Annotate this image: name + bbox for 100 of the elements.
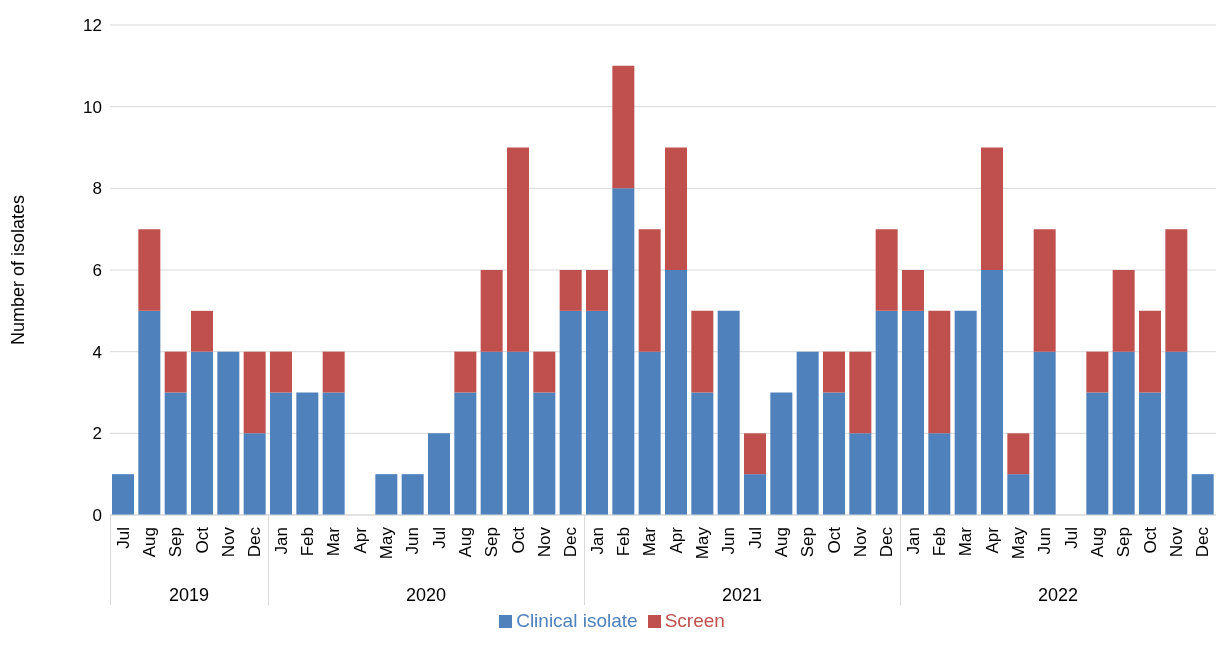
text: 2022 bbox=[1036, 585, 1079, 606]
bar bbox=[770, 392, 793, 515]
bar bbox=[454, 351, 477, 393]
bar bbox=[138, 310, 161, 515]
text: 2021 bbox=[720, 585, 763, 606]
x-tick-label: Dec bbox=[1193, 526, 1213, 558]
bar bbox=[270, 392, 292, 515]
x-tick-label: Jul bbox=[429, 527, 449, 549]
x-tick-label: Dec bbox=[877, 526, 897, 558]
bar bbox=[1139, 310, 1161, 393]
bar bbox=[375, 474, 398, 515]
x-tick-label: Sep bbox=[1114, 527, 1134, 558]
x-tick-label: Mar bbox=[324, 526, 344, 557]
bar bbox=[270, 351, 292, 393]
x-tick-label: Jul bbox=[745, 527, 765, 549]
bar bbox=[480, 270, 503, 352]
x-tick-label: Nov bbox=[851, 526, 870, 558]
x-tick-label: Mar bbox=[956, 526, 976, 557]
bar bbox=[1007, 474, 1030, 515]
x-tick-label: Nov bbox=[535, 526, 554, 558]
bar bbox=[1191, 474, 1214, 515]
x-tick-label: Jul bbox=[113, 527, 133, 549]
bar bbox=[691, 392, 714, 515]
bar bbox=[1007, 433, 1030, 475]
bar bbox=[191, 351, 213, 515]
bar bbox=[981, 147, 1003, 270]
y-tick-label: 4 bbox=[92, 342, 102, 362]
text: 2020 bbox=[404, 585, 447, 606]
x-tick-label: Oct bbox=[1140, 526, 1160, 554]
bar bbox=[665, 270, 687, 515]
x-tick-label: Jan bbox=[271, 527, 291, 555]
bar bbox=[638, 351, 661, 515]
x-tick-label: Jun bbox=[719, 527, 739, 555]
bar bbox=[928, 433, 951, 515]
x-tick-label: Aug bbox=[456, 527, 475, 558]
bar bbox=[1086, 351, 1109, 393]
bar bbox=[428, 433, 450, 515]
x-tick-label: May bbox=[693, 526, 712, 560]
bar bbox=[717, 310, 740, 515]
x-tick-label: Feb bbox=[298, 527, 317, 557]
x-tick-label: Sep bbox=[482, 527, 502, 558]
bar bbox=[1112, 351, 1135, 515]
x-tick-label: Oct bbox=[824, 526, 844, 554]
bar bbox=[164, 351, 187, 393]
bar bbox=[796, 351, 819, 515]
bar bbox=[243, 433, 266, 515]
bar bbox=[823, 351, 845, 393]
bar bbox=[691, 310, 714, 393]
bar bbox=[665, 147, 687, 270]
bar bbox=[586, 310, 608, 515]
x-tick-label: Oct bbox=[192, 526, 212, 554]
y-tick-label: 2 bbox=[92, 424, 102, 444]
bar bbox=[1033, 229, 1056, 352]
bar bbox=[138, 229, 161, 311]
bar bbox=[1086, 392, 1109, 515]
x-tick-label: Jun bbox=[403, 527, 423, 555]
bar bbox=[296, 392, 319, 515]
bar bbox=[191, 310, 213, 352]
x-tick-label: Apr bbox=[350, 526, 370, 554]
y-tick-label: 12 bbox=[83, 16, 102, 36]
x-tick-label: Aug bbox=[140, 527, 159, 558]
x-tick-label: Nov bbox=[219, 526, 238, 558]
bar bbox=[612, 65, 635, 189]
bar bbox=[1165, 351, 1188, 515]
bar bbox=[454, 392, 477, 515]
bar bbox=[981, 270, 1003, 515]
x-tick-label: Apr bbox=[666, 526, 686, 554]
bar bbox=[586, 270, 608, 311]
x-tick-label: Sep bbox=[798, 527, 818, 558]
x-tick-label: Jun bbox=[1035, 527, 1055, 555]
x-tick-label: Sep bbox=[166, 527, 186, 558]
y-axis-title: Number of isolates bbox=[8, 194, 29, 346]
x-tick-label: Feb bbox=[930, 527, 949, 557]
x-tick-label: Oct bbox=[508, 526, 528, 554]
bar bbox=[507, 351, 529, 515]
bar bbox=[928, 310, 951, 434]
bar bbox=[954, 310, 977, 515]
x-tick-label: Dec bbox=[561, 526, 581, 558]
bar bbox=[507, 147, 529, 352]
x-tick-label: Feb bbox=[614, 527, 633, 557]
bar bbox=[243, 351, 266, 434]
x-tick-label: Mar bbox=[640, 526, 660, 557]
bar bbox=[1112, 270, 1135, 352]
bar bbox=[638, 229, 661, 352]
bar bbox=[823, 392, 845, 515]
bar bbox=[1139, 392, 1161, 515]
x-tick-label: Nov bbox=[1167, 526, 1186, 558]
bar bbox=[480, 351, 503, 515]
x-tick-label: Apr bbox=[982, 526, 1002, 554]
bar bbox=[1165, 229, 1188, 352]
bar bbox=[612, 188, 635, 515]
x-tick-label: Jan bbox=[587, 527, 607, 555]
legend-label: Clinical isolate bbox=[516, 610, 638, 631]
x-tick-label: Aug bbox=[772, 527, 791, 558]
bar bbox=[112, 474, 134, 515]
bar bbox=[744, 474, 766, 515]
y-tick-label: 10 bbox=[83, 97, 102, 117]
bar bbox=[849, 433, 872, 515]
bar bbox=[902, 310, 924, 515]
x-tick-label: Aug bbox=[1088, 527, 1107, 558]
